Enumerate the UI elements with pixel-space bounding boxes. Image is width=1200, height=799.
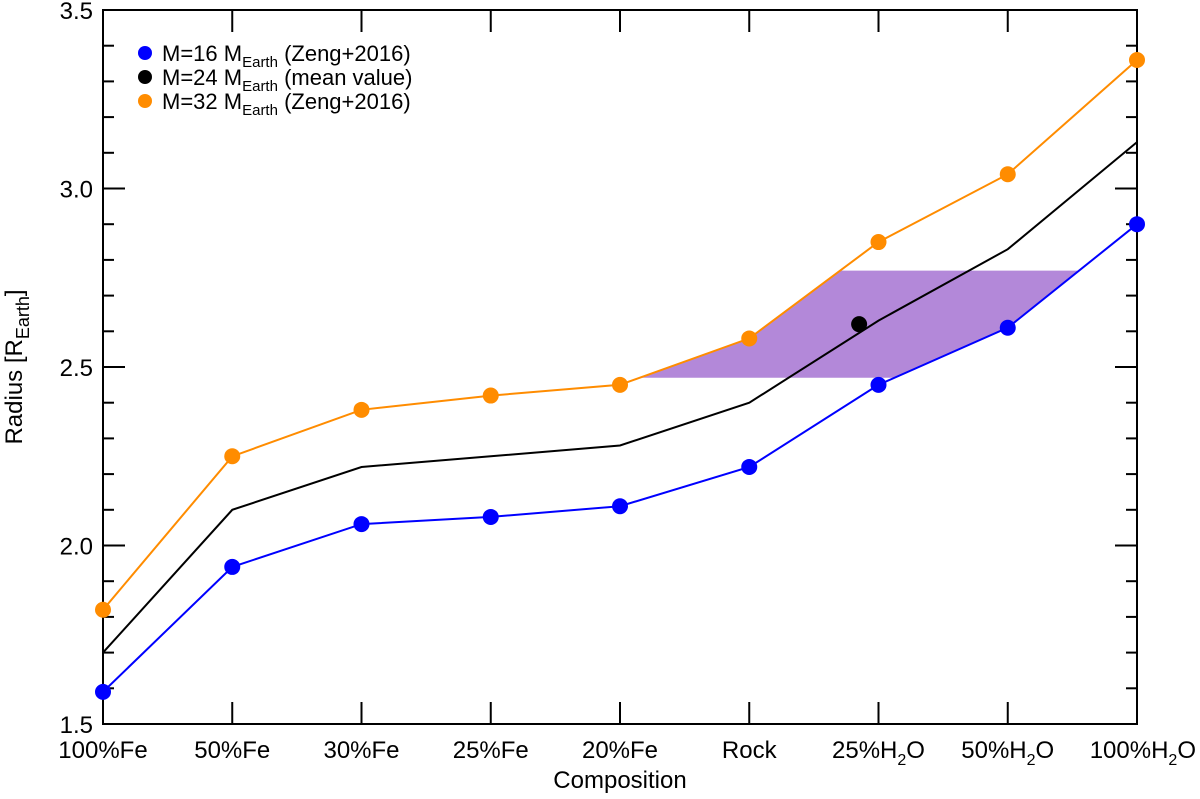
legend-label-0-end: (Zeng+2016) [278,41,411,66]
series-0-point [1129,216,1145,233]
legend-label-0-main: M=16 M [162,41,242,66]
legend-label-1-end: (mean value) [278,65,413,90]
x-tick-label: 25%Fe [453,737,529,764]
series-2-point [353,401,370,418]
y-tick-label: 3.5 [60,0,93,25]
series-2-point [741,330,758,347]
series-2-point [482,387,499,404]
x-tick-label-end: O [1036,737,1055,764]
legend-label-1-main: M=24 M [162,65,242,90]
series-0-point [224,558,241,575]
legend: M=16 MEarth (Zeng+2016)M=24 MEarth (mean… [138,41,412,119]
y-axis-title-main: Radius [R [1,339,28,444]
series-2-point [1129,51,1145,68]
y-tick-label: 3.0 [60,177,93,204]
y-tick-label: 2.5 [60,355,93,382]
series-2-point [999,166,1016,183]
legend-marker-2 [138,94,152,108]
x-tick-label-main: 100%H [1090,737,1169,764]
series-0-point [95,683,111,700]
y-tick-label: 2.0 [60,534,93,561]
series-2-point [870,234,887,251]
x-tick-label-end: O [906,737,925,764]
series-layer [102,59,1138,693]
series-0-point [353,516,370,533]
legend-label-0-sub: Earth [242,54,278,71]
legend-marker-0 [138,46,152,60]
y-tick-label: 1.5 [60,712,93,739]
x-tick-label-main: 25%Fe [453,737,529,764]
x-tick-label-sub: 2 [897,752,906,769]
series-0-point [612,498,628,515]
x-tick-label: 20%Fe [582,737,658,764]
x-tick-label: 50%H2O [961,737,1054,769]
x-tick-label: 50%Fe [194,737,270,764]
series-0-point [482,508,499,525]
series-0-point [741,458,758,475]
marker-layer [95,51,1145,700]
x-tick-label-main: 50%H [961,737,1026,764]
legend-marker-1 [138,70,152,84]
series-2-point [224,448,241,465]
y-axis-title-sub: Earth [13,296,33,339]
x-tick-label-sub: 2 [1027,752,1036,769]
legend-label-2-main: M=32 M [162,89,242,114]
x-tick-label: 100%H2O [1090,737,1196,769]
x-tick-label-main: 30%Fe [323,737,399,764]
x-tick-label-main: 50%Fe [194,737,270,764]
x-tick-label: Rock [722,737,778,764]
x-tick-label-main: Rock [722,737,778,764]
x-tick-label-main: 20%Fe [582,737,658,764]
x-tick-label-end: O [1177,737,1196,764]
series-0-point [999,319,1016,336]
axes-layer [102,9,1138,725]
legend-label-2-sub: Earth [242,102,278,119]
legend-label-0: M=16 MEarth (Zeng+2016) [162,41,411,71]
series-2-point [95,601,111,618]
x-tick-label: 25%H2O [832,737,925,769]
x-tick-label: 30%Fe [323,737,399,764]
mean-value-point [851,316,868,333]
y-axis-title: Radius [REarth] [1,289,33,444]
series-line-1 [102,141,1138,654]
legend-label-1-sub: Earth [242,78,278,95]
series-0-point [870,376,887,393]
x-tick-label: 100%Fe [58,737,147,764]
series-2-point [612,376,628,393]
legend-label-2-end: (Zeng+2016) [278,89,411,114]
x-tick-label-main: 100%Fe [58,737,147,764]
legend-label-1: M=24 MEarth (mean value) [162,65,412,95]
x-tick-label-sub: 2 [1168,752,1177,769]
y-axis-title-end: ] [1,289,28,296]
legend-label-2: M=32 MEarth (Zeng+2016) [162,89,411,119]
x-tick-label-main: 25%H [832,737,897,764]
x-axis-title: Composition [553,767,686,794]
